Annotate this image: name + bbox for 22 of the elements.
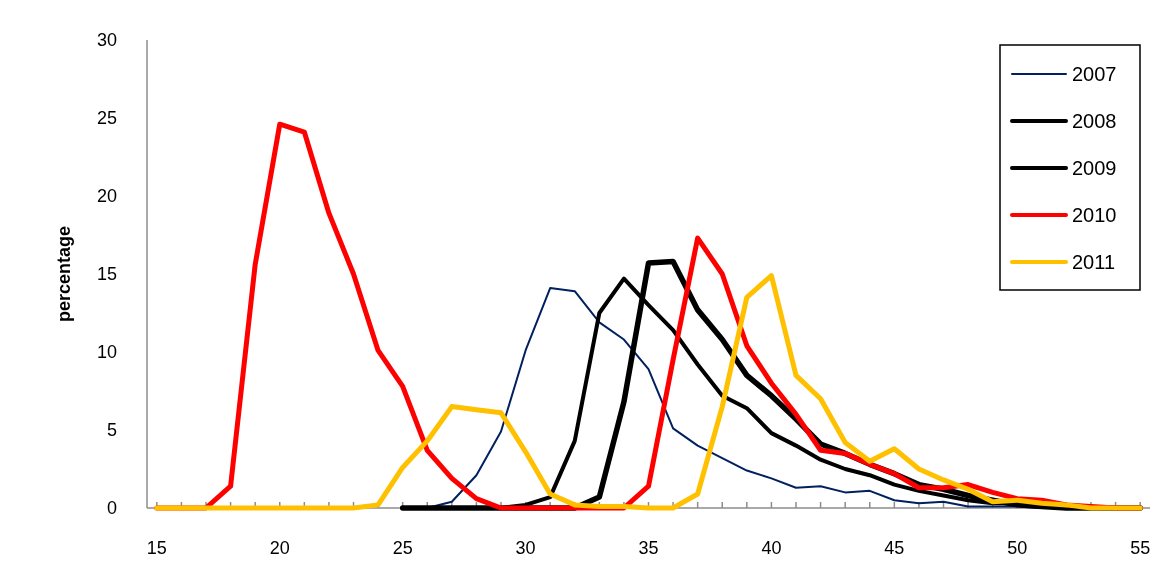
y-tick-label: 10: [96, 342, 117, 362]
y-tick-label: 0: [106, 498, 117, 518]
x-tick-label: 45: [884, 538, 905, 558]
y-tick-label: 20: [96, 186, 117, 206]
y-tick-label: 30: [96, 30, 117, 50]
y-tick-label: 15: [96, 264, 117, 284]
x-tick-label: 35: [638, 538, 659, 558]
y-axis-title: percentage: [54, 225, 74, 323]
x-tick-label: 20: [269, 538, 290, 558]
y-tick-label: 25: [96, 108, 117, 128]
legend-label: 2007: [1072, 63, 1117, 85]
x-tick-label: 55: [1130, 538, 1151, 558]
x-tick-label: 15: [146, 538, 167, 558]
x-tick-label: 25: [392, 538, 413, 558]
x-tick-label: 30: [515, 538, 536, 558]
legend-label: 2011: [1072, 251, 1116, 273]
y-tick-label: 5: [106, 420, 117, 440]
legend-label: 2010: [1072, 204, 1117, 226]
legend-label: 2008: [1072, 110, 1117, 132]
x-tick-label: 50: [1007, 538, 1028, 558]
legend-label: 2009: [1072, 157, 1117, 179]
x-tick-label: 40: [761, 538, 782, 558]
